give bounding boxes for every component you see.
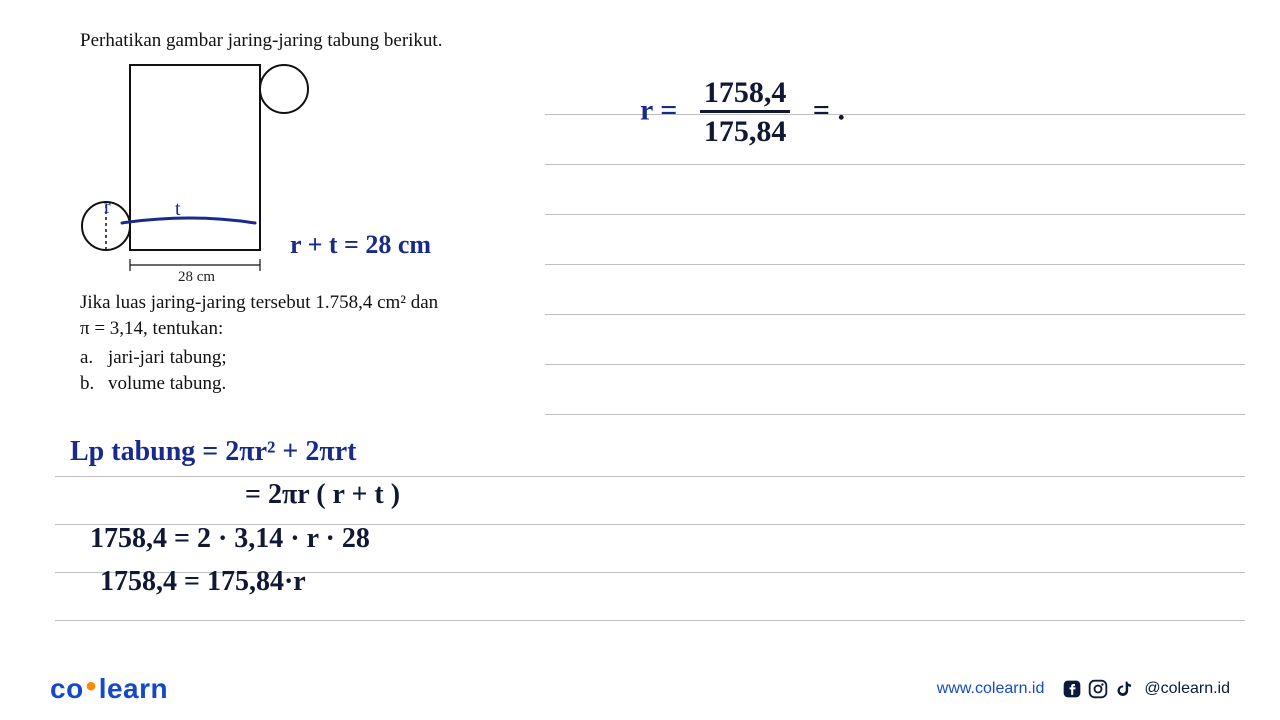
fraction-numerator: 1758,4	[700, 78, 791, 113]
ruled-line	[545, 214, 1245, 215]
facebook-icon	[1062, 679, 1082, 699]
diag-r-annotation: r	[104, 196, 111, 218]
ruled-line	[545, 364, 1245, 365]
item-a: a.jari-jari tabung;	[80, 345, 560, 371]
body-line1: Jika luas jaring-jaring tersebut 1.758,4…	[80, 290, 560, 316]
problem-title: Perhatikan gambar jaring-jaring tabung b…	[80, 30, 442, 52]
footer-right: www.colearn.id @colearn.id	[937, 679, 1230, 699]
whiteboard-page: Perhatikan gambar jaring-jaring tabung b…	[0, 0, 1280, 720]
logo-dot-icon: •	[84, 670, 99, 704]
colearn-logo: co•learn	[50, 672, 168, 706]
lp-formula: Lp tabung = 2πr² + 2πrt	[70, 430, 400, 473]
ruled-line	[55, 620, 1245, 621]
instagram-icon	[1088, 679, 1108, 699]
lp-line3: 1758,4 = 2 · 3,14 · r · 28	[70, 517, 400, 560]
site-url: www.colearn.id	[937, 680, 1045, 698]
problem-body: Jika luas jaring-jaring tersebut 1.758,4…	[80, 290, 560, 397]
fraction-denominator: 175,84	[704, 113, 787, 147]
r-equals: r =	[640, 93, 677, 126]
eq-r-fraction: r = 1758,4 175,84 = .	[640, 78, 845, 147]
lp-line2: = 2πr ( r + t )	[70, 473, 400, 516]
fraction: 1758,4 175,84	[700, 78, 791, 147]
eq-r-plus-t: r + t = 28 cm	[290, 230, 431, 260]
ruled-line	[545, 264, 1245, 265]
workings: Lp tabung = 2πr² + 2πrt = 2πr ( r + t ) …	[70, 430, 400, 604]
footer: co•learn www.colearn.id @colearn.id	[0, 658, 1280, 720]
lp-line4: 1758,4 = 175,84·r	[70, 560, 400, 603]
ruled-line	[545, 164, 1245, 165]
ruled-line	[545, 314, 1245, 315]
ruled-line	[545, 414, 1245, 415]
body-line2: π = 3,14, tentukan:	[80, 316, 560, 342]
width-label: 28 cm	[178, 269, 215, 285]
eq-tail: = .	[813, 93, 845, 126]
social-icons: @colearn.id	[1062, 679, 1230, 699]
social-handle: @colearn.id	[1144, 680, 1230, 698]
item-b: b.volume tabung.	[80, 371, 560, 397]
tiktok-icon	[1114, 679, 1134, 699]
